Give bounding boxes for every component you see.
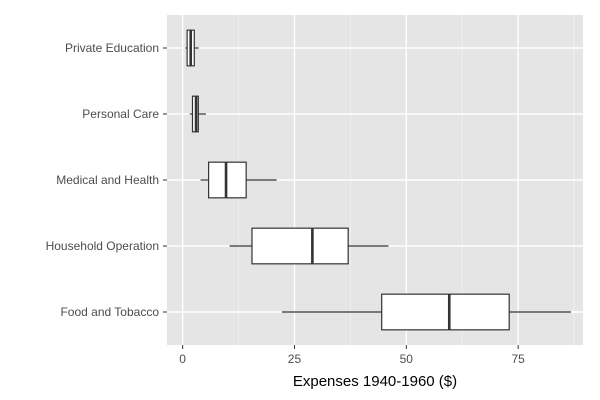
box-medical-and-health: [200, 161, 277, 199]
x-tick-label: 25: [288, 352, 302, 366]
box-private-education: [185, 29, 199, 67]
x-axis: 0 25 50 75: [179, 345, 525, 366]
y-tick-label: Personal Care: [82, 107, 159, 121]
x-tick-label: 75: [511, 352, 525, 366]
iqr-box: [208, 161, 247, 199]
y-tick-label: Private Education: [65, 41, 159, 55]
x-tick-label: 0: [179, 352, 186, 366]
x-tick-label: 50: [400, 352, 414, 366]
box-food-and-tobacco: [281, 293, 571, 331]
y-tick-label: Food and Tobacco: [60, 305, 159, 319]
iqr-box: [251, 227, 349, 265]
y-tick-label: Household Operation: [46, 239, 159, 253]
iqr-box: [381, 293, 510, 331]
box-personal-care: [189, 95, 206, 133]
x-axis-title: Expenses 1940-1960 ($): [293, 373, 457, 390]
y-tick-label: Medical and Health: [56, 173, 159, 187]
box-household-operation: [229, 227, 389, 265]
box-series: [185, 29, 571, 331]
y-axis: Private Education Personal Care Medical an…: [46, 41, 167, 319]
